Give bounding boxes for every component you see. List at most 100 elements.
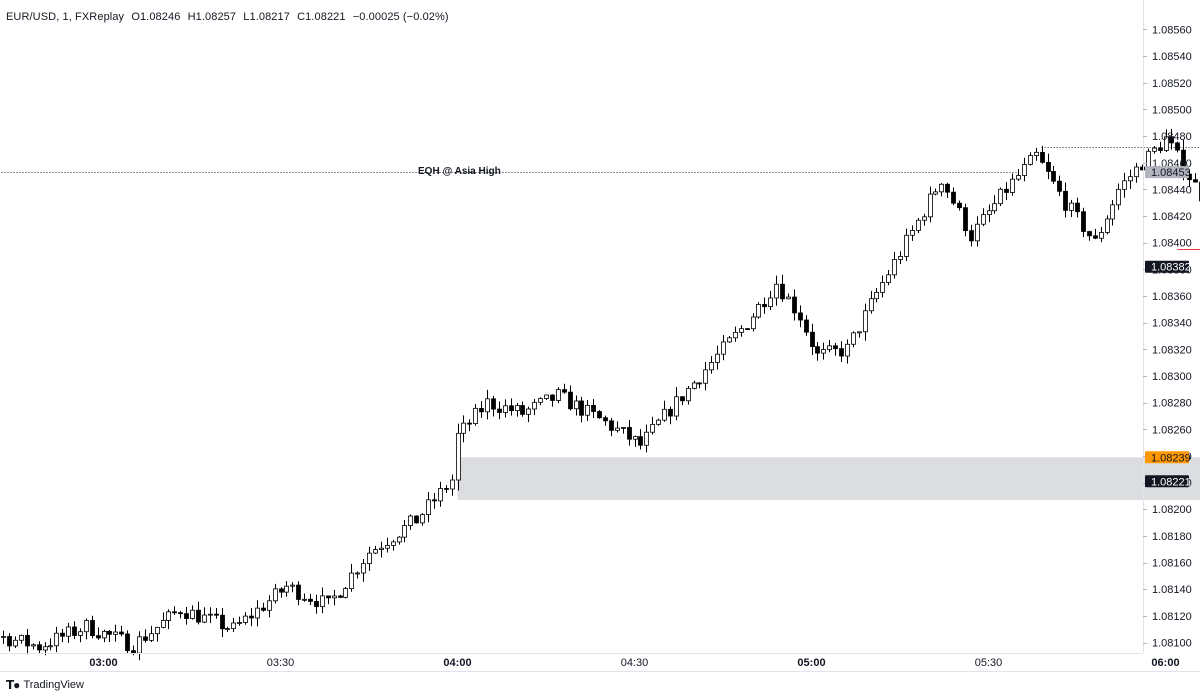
- candle: [1169, 128, 1174, 150]
- candle-body: [320, 595, 325, 608]
- candle-body: [1099, 232, 1104, 239]
- candle: [1057, 175, 1062, 196]
- candle-body: [786, 296, 791, 300]
- candle-body: [1116, 188, 1121, 206]
- y-tick-label: 1.08260: [1152, 424, 1192, 436]
- candle: [166, 609, 171, 630]
- candle: [703, 362, 708, 391]
- candle-body: [326, 595, 331, 599]
- candle-body: [1028, 155, 1033, 165]
- price-label-text: 1.08453: [1151, 167, 1191, 179]
- candle-body: [987, 210, 992, 216]
- candle-body: [467, 422, 472, 425]
- y-tick-label: 1.08140: [1152, 584, 1192, 596]
- y-tick-label: 1.08100: [1152, 638, 1192, 650]
- candle: [243, 612, 248, 625]
- candle-body: [137, 636, 142, 654]
- candle: [96, 627, 101, 640]
- candle-body: [113, 631, 118, 635]
- candle: [355, 571, 360, 579]
- candle: [284, 581, 289, 597]
- candle: [886, 270, 891, 286]
- price-label: 1.08239: [1145, 451, 1191, 464]
- y-tick-label: 1.08300: [1152, 371, 1192, 383]
- candle-body: [314, 601, 319, 608]
- candle-body: [497, 408, 502, 413]
- candle: [945, 182, 950, 199]
- candle-body: [556, 389, 561, 401]
- candle: [526, 406, 531, 423]
- candle-body: [78, 631, 83, 636]
- candle: [84, 618, 89, 640]
- candle-body: [485, 398, 490, 413]
- candle-body: [739, 328, 744, 333]
- candle-body: [680, 396, 685, 402]
- candle: [320, 587, 325, 614]
- candle: [426, 492, 431, 523]
- candle-body: [125, 633, 130, 652]
- tradingview-brand[interactable]: 𝗧● TradingView: [6, 678, 84, 692]
- y-tick-label: 1.08500: [1152, 104, 1192, 116]
- candle-body: [674, 396, 679, 417]
- candle-body: [845, 343, 850, 357]
- candle: [662, 400, 667, 422]
- price-label-text: 1.08221: [1151, 476, 1191, 488]
- candle-body: [48, 645, 53, 648]
- eqh-annotation[interactable]: EQH @ Asia High: [418, 166, 501, 177]
- x-tick-label: 05:30: [975, 657, 1003, 669]
- candle-body: [1051, 171, 1056, 182]
- y-tick-label: 1.08120: [1152, 611, 1192, 623]
- candle: [892, 251, 897, 279]
- candle-body: [296, 584, 301, 600]
- candle: [1152, 146, 1157, 154]
- candle-body: [839, 348, 844, 357]
- y-tick-label: 1.08520: [1152, 78, 1192, 90]
- candle-body: [149, 633, 154, 641]
- candle-body: [220, 614, 225, 630]
- candle: [479, 400, 484, 418]
- candle: [798, 305, 803, 328]
- candle: [1075, 197, 1080, 218]
- candle: [1105, 215, 1110, 235]
- candle: [810, 323, 815, 355]
- candle: [538, 397, 543, 406]
- candle: [1093, 228, 1098, 240]
- candle: [674, 387, 679, 421]
- candle: [184, 606, 189, 625]
- candle-body: [391, 541, 396, 546]
- candle: [31, 643, 36, 650]
- candle: [609, 418, 614, 437]
- candle: [261, 602, 266, 612]
- candle-body: [922, 216, 927, 221]
- candle-body: [1081, 211, 1086, 232]
- candle: [7, 633, 12, 652]
- candle: [196, 601, 201, 625]
- candle: [686, 385, 691, 405]
- candle: [249, 608, 254, 627]
- candle-body: [461, 422, 466, 434]
- candle-body: [615, 427, 620, 431]
- candle: [37, 641, 42, 654]
- candle: [792, 289, 797, 321]
- price-label-text: 1.08382: [1151, 262, 1191, 274]
- candle-body: [237, 622, 242, 624]
- candle: [827, 339, 832, 353]
- candle: [1158, 141, 1163, 154]
- candle-body: [456, 432, 461, 481]
- candle: [857, 331, 862, 338]
- candle-body: [756, 304, 761, 318]
- candle: [774, 275, 779, 306]
- candle: [1122, 172, 1127, 198]
- candle-body: [727, 337, 732, 343]
- candle-body: [650, 423, 655, 433]
- candle-body: [833, 345, 838, 349]
- candle-body: [538, 398, 543, 403]
- price-label-box: [1145, 451, 1189, 464]
- candle-body: [815, 346, 820, 354]
- candle: [721, 335, 726, 361]
- candle-body: [933, 191, 938, 195]
- candle: [1034, 147, 1039, 161]
- symbol-title[interactable]: EUR/USD, 1, FXReplay: [6, 11, 125, 23]
- y-tick-label: 1.08540: [1152, 51, 1192, 63]
